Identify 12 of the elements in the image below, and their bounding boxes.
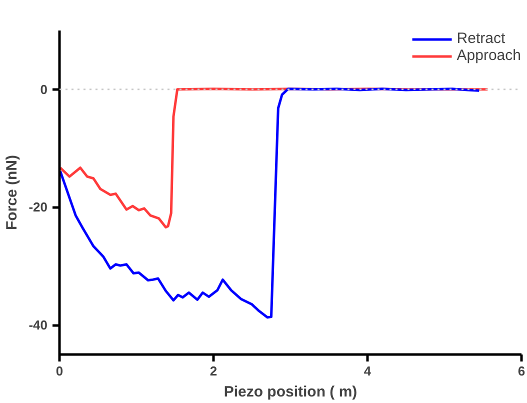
line-series — [60, 88, 480, 319]
x-tick-label: 4 — [364, 364, 372, 378]
y-tick-label: -40 — [28, 318, 48, 333]
y-tick-label: 0 — [40, 82, 48, 97]
x-tick-label: 0 — [56, 364, 64, 378]
legend-label: Retract — [456, 30, 506, 47]
x-axis-title: Piezo position ( m) — [224, 384, 358, 400]
y-axis-title: Force (nN) — [4, 154, 21, 230]
y-tick-label: -20 — [28, 200, 48, 215]
x-tick-label: 2 — [210, 364, 218, 378]
legend-label: Approach — [456, 47, 521, 64]
x-tick-label: 6 — [518, 364, 526, 378]
